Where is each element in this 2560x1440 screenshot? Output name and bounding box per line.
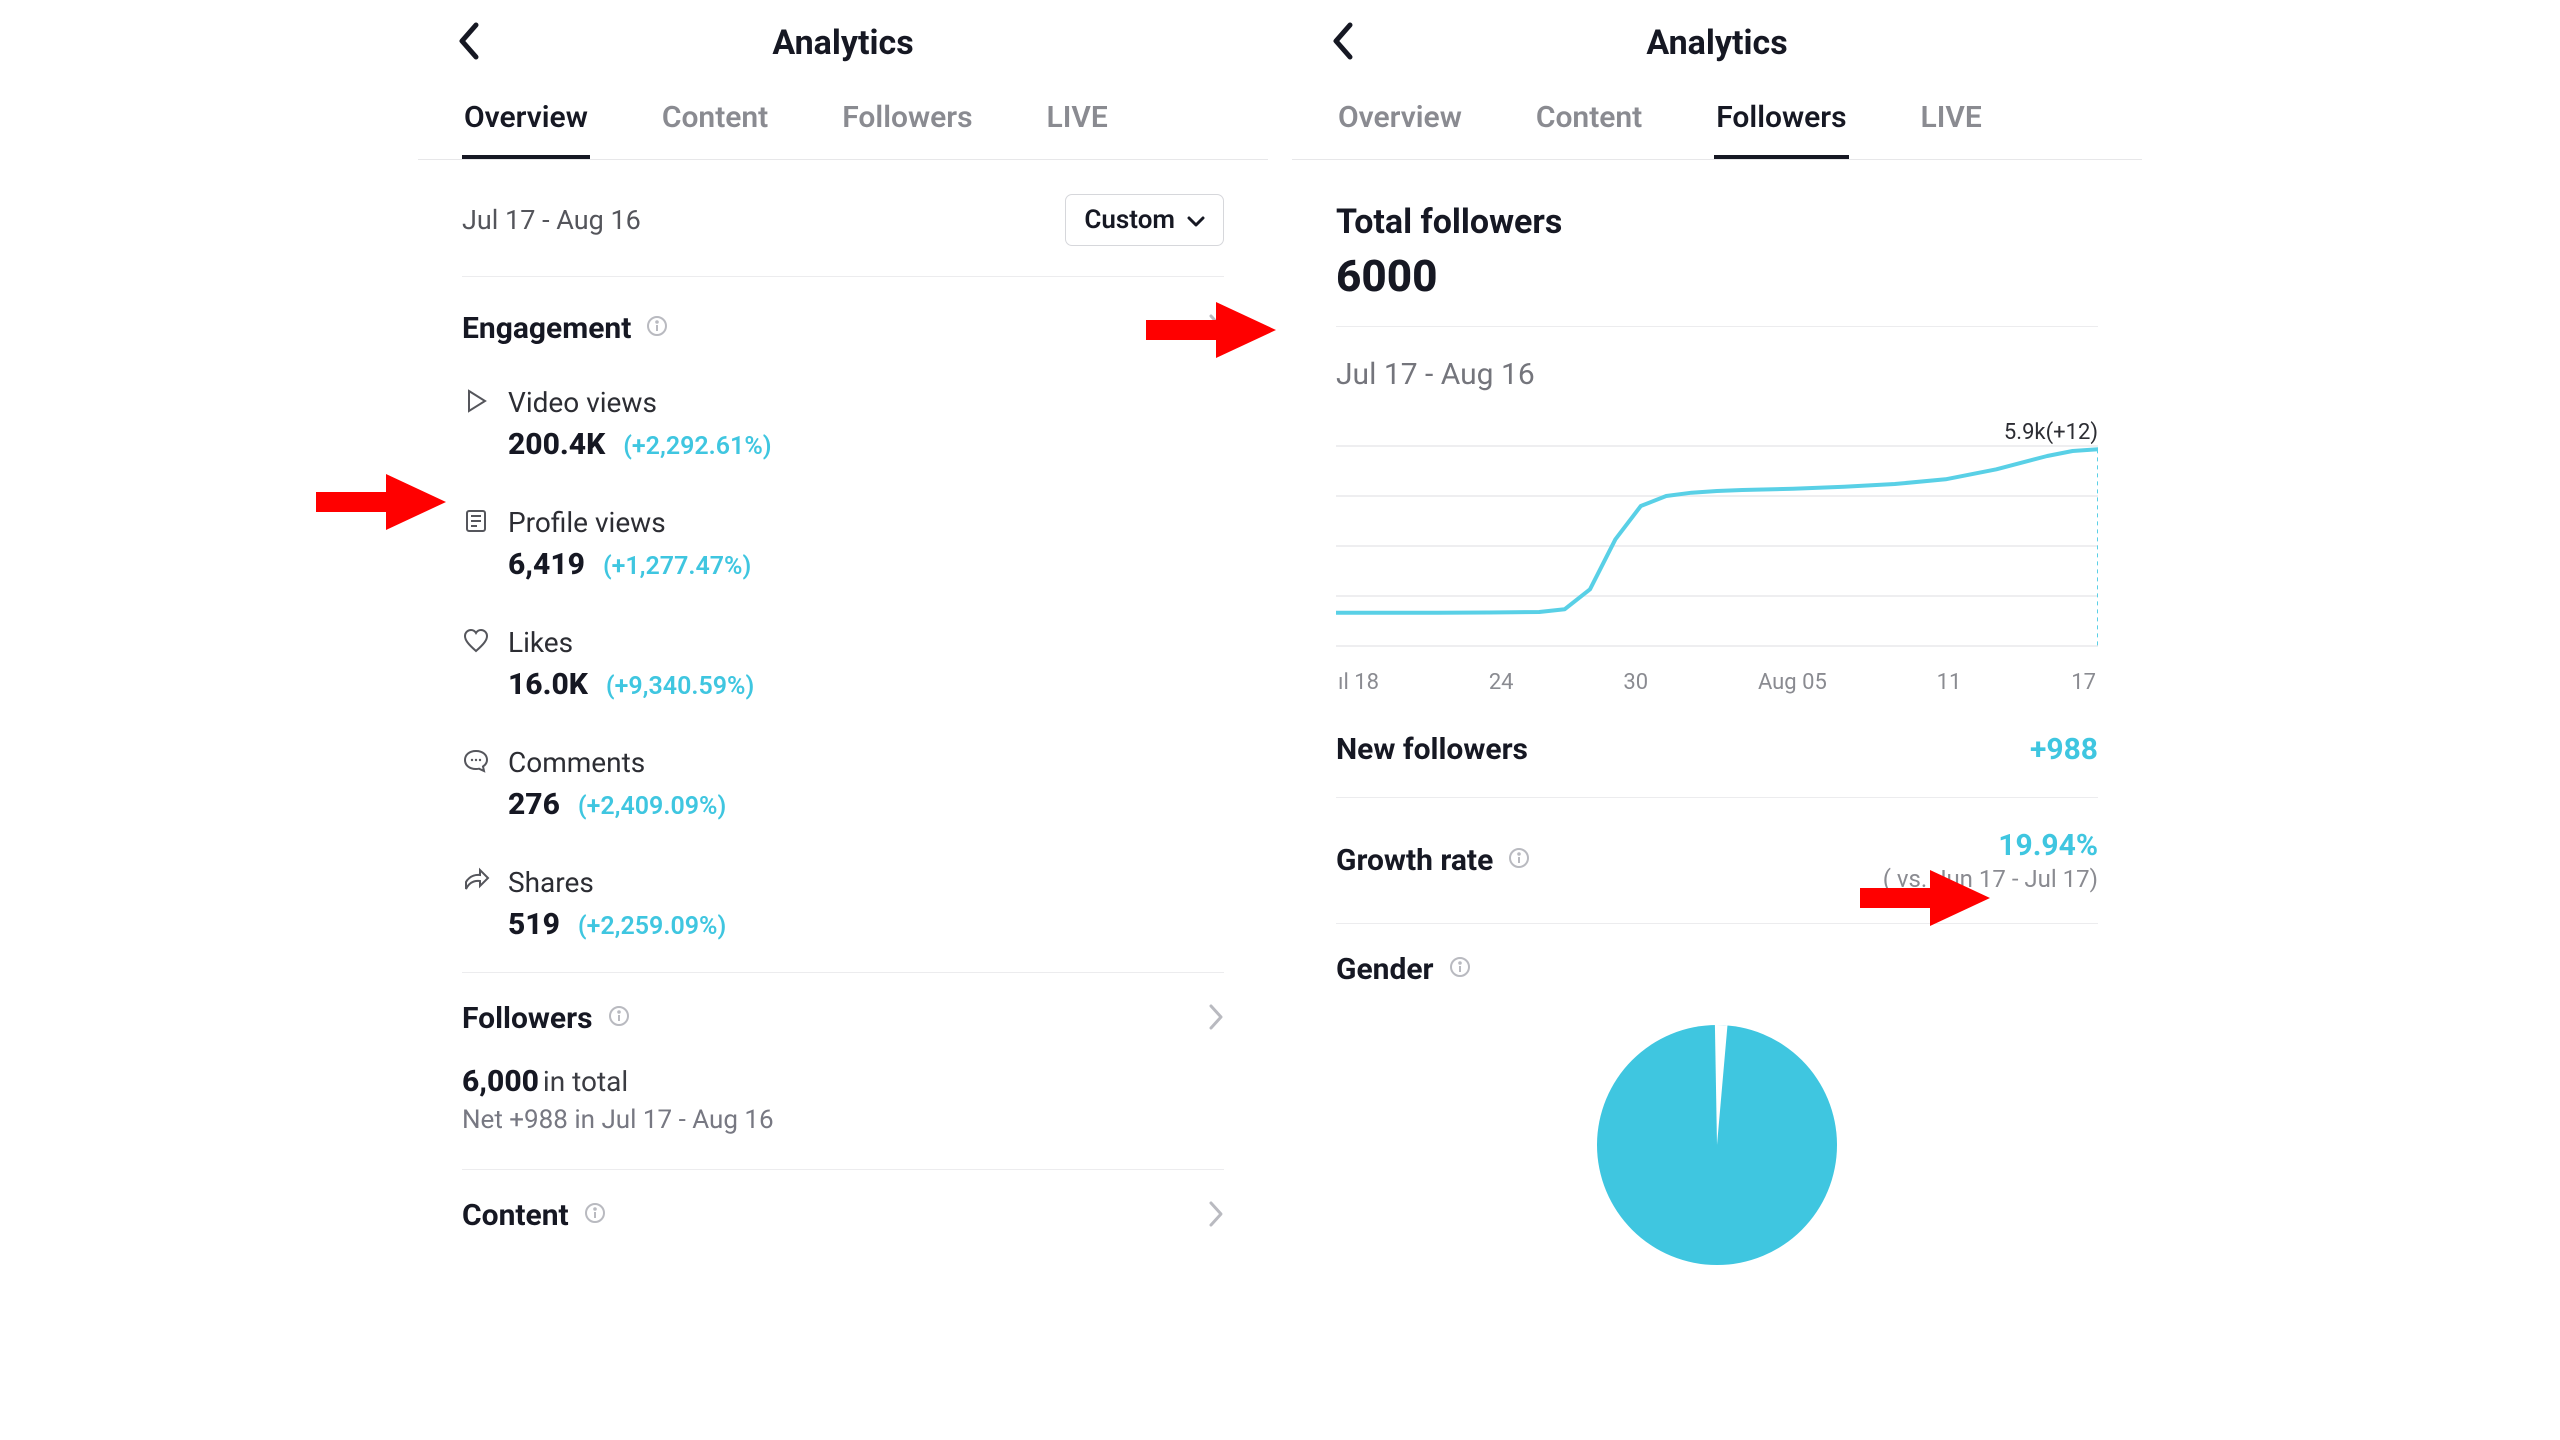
metric-label: Video views [508,386,657,419]
gender-header: Gender [1336,924,2098,1005]
metric-delta: (+2,259.09%) [578,912,726,941]
tab-overview[interactable]: Overview [1336,90,1464,159]
header: Analytics [418,0,1268,86]
info-icon [583,1198,607,1233]
metric-profile-views: Profile views 6,419 (+1,277.47%) [462,492,1224,612]
metric-label: Shares [508,866,594,899]
new-followers-label: New followers [1336,732,1528,767]
back-icon[interactable] [1330,21,1358,65]
followers-panel: Analytics Overview Content Followers LIV… [1292,0,2142,1440]
metric-value: 6,419 [508,547,585,582]
metric-shares: Shares 519 (+2,259.09%) [462,852,1224,972]
chart-end-label: 5.9k(+12) [2004,420,2098,445]
tabs: Overview Content Followers LIVE [1292,86,2142,160]
back-icon[interactable] [456,21,484,65]
followers-row[interactable]: Followers [462,972,1224,1064]
info-icon [1448,952,1472,987]
tabs: Overview Content Followers LIVE [418,86,1268,160]
gender-pie-chart [1587,1015,1847,1275]
followers-net-line: Net +988 in Jul 17 - Aug 16 [462,1099,1224,1135]
total-followers-value: 6000 [1336,242,2098,326]
heart-icon [462,627,490,659]
metric-value: 276 [508,787,560,822]
chevron-right-icon [1208,1200,1224,1232]
metric-value: 16.0K [508,667,588,702]
tab-overview[interactable]: Overview [462,90,590,159]
followers-summary: 6,000 in total Net +988 in Jul 17 - Aug … [462,1064,1224,1169]
metric-label: Likes [508,626,573,659]
share-icon [462,867,490,899]
gender-label: Gender [1336,952,1434,987]
info-icon [607,1001,631,1036]
overview-panel: Analytics Overview Content Followers LIV… [418,0,1268,1440]
growth-rate-value: 19.94% [1883,828,2098,863]
metric-delta: (+2,292.61%) [623,432,771,461]
growth-rate-label: Growth rate [1336,843,1493,878]
metric-comments: Comments 276 (+2,409.09%) [462,732,1224,852]
tab-live[interactable]: LIVE [1919,90,1984,159]
profile-icon [462,507,490,539]
chevron-down-icon [1187,205,1205,235]
tab-followers[interactable]: Followers [840,90,974,159]
chevron-right-icon [1208,1003,1224,1035]
chevron-right-icon [1208,313,1224,345]
growth-rate-compare: ( vs. Jun 17 - Jul 17) [1883,863,2098,893]
followers-total-value: 6,000 [462,1064,539,1099]
metric-delta: (+1,277.47%) [603,552,751,581]
growth-rate-row: Growth rate 19.94% ( vs. Jun 17 - Jul 17… [1336,798,2098,924]
engagement-title: Engagement [462,311,631,346]
page-title: Analytics [1646,23,1787,63]
custom-button-label: Custom [1084,205,1175,235]
date-range-text: Jul 17 - Aug 16 [462,204,641,236]
play-icon [462,387,490,419]
date-range-text: Jul 17 - Aug 16 [1336,327,2098,402]
metric-value: 200.4K [508,427,605,462]
tab-followers[interactable]: Followers [1714,90,1848,159]
tab-content[interactable]: Content [660,90,770,159]
new-followers-row: New followers +988 [1336,702,2098,798]
followers-chart-svg [1336,402,2098,662]
tab-content[interactable]: Content [1534,90,1644,159]
metric-video-views: Video views 200.4K (+2,292.61%) [462,372,1224,492]
followers-title: Followers [462,1001,593,1036]
metric-label: Profile views [508,506,666,539]
content-row[interactable]: Content [462,1169,1224,1261]
info-icon [645,311,669,346]
metric-delta: (+9,340.59%) [606,672,754,701]
engagement-header[interactable]: Engagement [462,277,1224,372]
header: Analytics [1292,0,2142,86]
comment-icon [462,747,490,779]
new-followers-value: +988 [2030,732,2098,767]
tab-live[interactable]: LIVE [1045,90,1110,159]
page-title: Analytics [772,23,913,63]
chart-x-axis: ıl 182430Aug 051117 [1336,666,2098,695]
total-followers-label: Total followers [1336,160,2098,242]
content-title: Content [462,1198,569,1233]
metric-value: 519 [508,907,560,942]
followers-total-suffix: in total [543,1065,628,1098]
metric-delta: (+2,409.09%) [578,792,726,821]
metric-likes: Likes 16.0K (+9,340.59%) [462,612,1224,732]
date-range-custom-button[interactable]: Custom [1065,194,1224,246]
metric-label: Comments [508,746,645,779]
followers-chart: 5.9k(+12) ıl 182430Aug 051117 [1336,402,2098,702]
info-icon [1507,843,1531,878]
date-range-row: Jul 17 - Aug 16 Custom [462,160,1224,277]
